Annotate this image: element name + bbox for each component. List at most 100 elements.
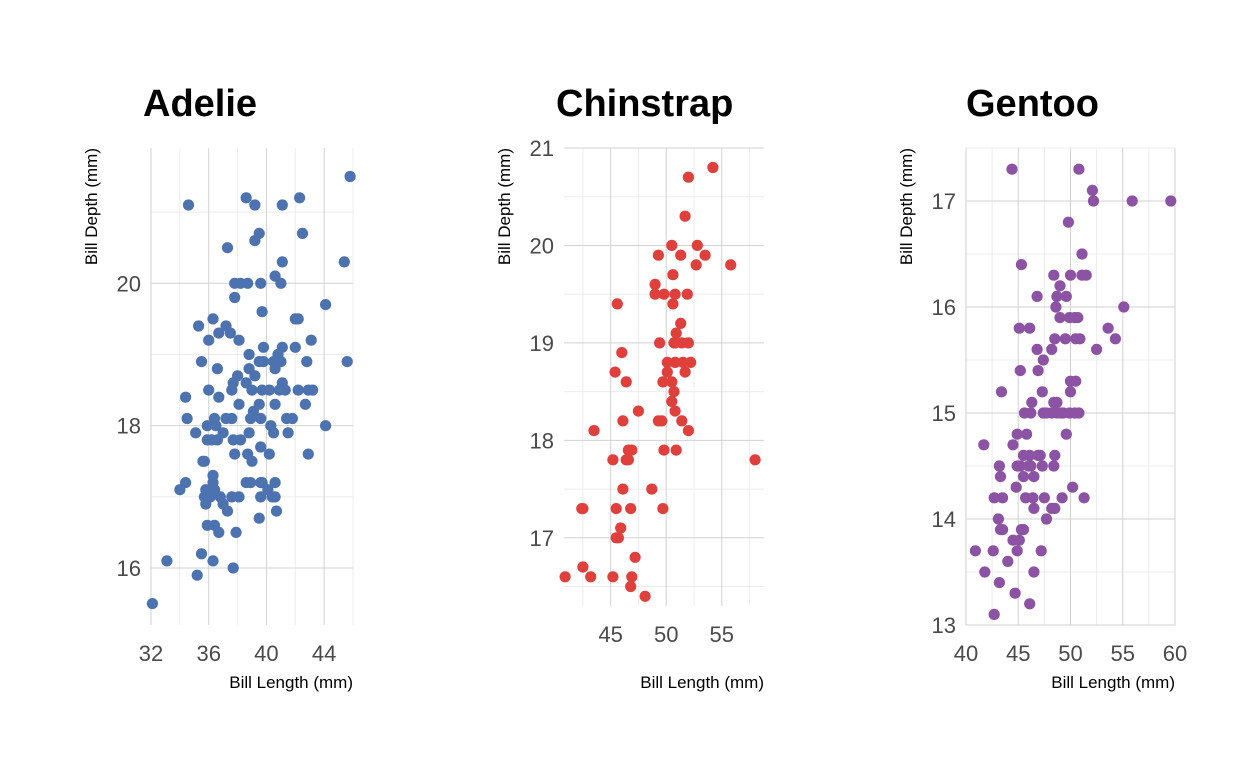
x-tick-label: 50 [654,622,678,647]
data-point [611,298,623,310]
data-point [256,306,268,318]
data-point [609,366,621,378]
data-point [233,334,245,346]
data-point [255,491,267,503]
data-point [270,505,283,517]
data-point [1074,333,1086,345]
data-point [1040,407,1053,419]
data-point [268,427,280,439]
y-tick-label: 18 [530,428,554,453]
data-point [320,299,332,311]
data-point [289,341,301,353]
data-point [190,427,202,439]
data-point [616,347,628,359]
data-point [1002,555,1014,568]
data-point [676,415,688,427]
data-point [1072,312,1084,324]
data-point [1017,524,1030,536]
y-tick-label: 16 [117,556,141,581]
data-point [253,227,265,239]
data-point [979,566,991,578]
data-point [1048,269,1060,281]
data-point [656,415,668,427]
data-point [338,256,350,268]
data-point [211,363,223,375]
data-point [1054,312,1066,324]
data-point [1036,460,1048,472]
data-point [1031,343,1043,355]
data-point [1017,471,1030,483]
data-point [670,327,682,339]
data-point [725,259,737,271]
data-point [255,412,267,425]
data-point [234,434,247,446]
x-tick-label: 50 [1058,641,1082,666]
data-point [992,513,1005,525]
data-point [679,210,691,222]
data-point [240,192,252,204]
data-point [180,391,192,403]
data-point [1059,333,1071,345]
data-point [1035,545,1047,557]
data-point [995,386,1008,398]
data-point [1013,534,1025,546]
x-tick-label: 36 [196,641,220,666]
data-point [1048,460,1060,472]
x-tick-label: 60 [1163,641,1187,666]
data-point [200,498,212,510]
data-point [181,412,193,425]
data-point [661,356,673,368]
data-point [242,277,254,289]
data-point [1078,492,1090,504]
data-point [690,259,702,271]
data-point [1038,492,1050,504]
data-point [691,239,703,251]
data-point [242,448,254,460]
data-point [657,503,669,515]
data-point [681,288,693,300]
data-point [675,317,687,329]
data-point [195,548,208,560]
data-point [229,291,241,304]
data-point [213,391,225,403]
x-tick-label: 45 [1006,641,1030,666]
data-point [1021,428,1033,440]
y-axis-label: Bill Depth (mm) [897,148,916,265]
data-point [249,370,261,382]
data-point [213,526,225,539]
data-point [1024,322,1036,334]
data-point [1011,428,1023,440]
data-point [182,199,195,211]
x-tick-label: 40 [254,641,278,666]
data-point [661,366,673,378]
data-point [1165,195,1177,207]
data-point [682,425,695,437]
data-point [246,384,258,396]
data-point [632,405,645,417]
data-point [667,298,679,310]
data-point [1028,566,1040,578]
y-tick-label: 16 [932,295,956,320]
data-point [1026,396,1038,408]
scatter-series [969,163,1177,621]
data-point [1014,460,1026,472]
data-point [253,398,265,410]
data-point [677,356,689,368]
data-point [559,571,571,583]
data-point [1032,365,1044,377]
data-point [1060,428,1072,440]
data-point [249,199,261,211]
data-point [282,427,294,439]
y-tick-label: 14 [932,507,956,532]
data-point [682,171,695,183]
data-point [1046,343,1058,355]
data-point [1076,248,1088,260]
data-point [669,356,681,368]
data-point [1031,290,1043,302]
data-point [617,415,629,427]
data-point [994,524,1007,536]
data-point [1040,513,1053,525]
data-point [201,434,213,446]
data-point [993,577,1006,589]
data-point [615,522,627,534]
